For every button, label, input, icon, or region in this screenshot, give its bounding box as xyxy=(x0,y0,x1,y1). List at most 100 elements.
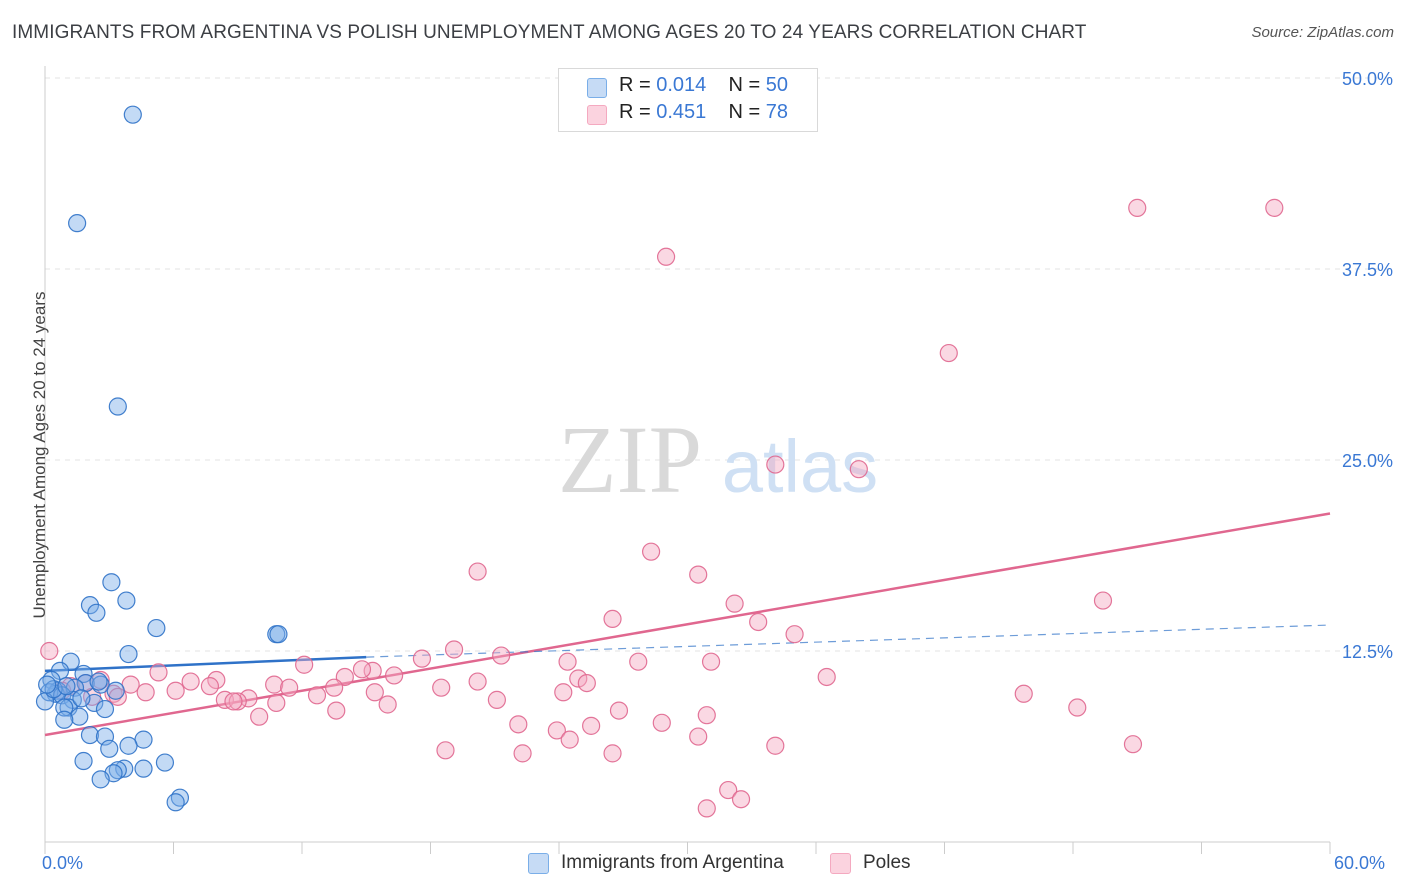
poles-point xyxy=(749,612,768,632)
bottom-legend-swatch-pink xyxy=(830,852,851,874)
legend-n-value: 78 xyxy=(765,101,789,123)
poles-point xyxy=(689,565,708,584)
poles-point xyxy=(509,715,528,734)
poles-point xyxy=(629,652,648,671)
poles-point xyxy=(200,677,220,696)
argentina-point xyxy=(117,591,136,610)
poles-point xyxy=(492,646,511,665)
poles-point xyxy=(166,681,185,700)
argentina-point xyxy=(166,793,185,812)
y-axis-label: Unemployment Among Ages 20 to 24 years xyxy=(30,291,49,619)
chart-title: IMMIGRANTS FROM ARGENTINA VS POLISH UNEM… xyxy=(12,22,1087,43)
poles-point xyxy=(1123,735,1143,754)
poles-point xyxy=(1014,684,1033,703)
poles-point xyxy=(181,672,200,691)
poles-point xyxy=(265,675,284,694)
poles-point xyxy=(719,780,738,800)
legend-r-label: R = xyxy=(619,74,651,96)
poles-point xyxy=(554,683,573,702)
bottom-legend-swatch-blue xyxy=(528,852,549,874)
legend-r-value: 0.451 xyxy=(656,101,707,123)
argentina-point xyxy=(102,573,121,592)
poles-point xyxy=(725,594,744,613)
poles-point xyxy=(1128,198,1147,217)
argentina-trend-extension xyxy=(366,624,1331,658)
poles-point xyxy=(849,460,868,479)
x-tick-min: 0.0% xyxy=(42,853,84,873)
poles-point xyxy=(228,692,247,711)
poles-point xyxy=(432,678,451,697)
source-label: Source: ZipAtlas.com xyxy=(1251,24,1394,41)
argentina-point xyxy=(123,105,142,124)
poles-point xyxy=(412,649,432,668)
argentina-point xyxy=(74,751,93,771)
poles-point xyxy=(641,542,661,561)
y-tick-label: 50.0% xyxy=(1342,69,1393,89)
poles-point xyxy=(558,652,577,671)
poles-point xyxy=(513,744,532,763)
argentina-point xyxy=(80,725,100,745)
poles-point xyxy=(731,790,751,809)
argentina-point xyxy=(106,681,125,700)
poles-point xyxy=(40,641,59,661)
poles-point xyxy=(224,692,243,711)
poles-point xyxy=(295,655,314,674)
poles-point xyxy=(939,343,958,363)
poles-point xyxy=(327,701,346,720)
poles-point xyxy=(487,690,506,709)
poles-point xyxy=(547,721,566,740)
poles-point xyxy=(1093,591,1113,610)
y-tick-labels: 12.5% 25.0% 37.5% 50.0% xyxy=(1342,69,1393,662)
poles-point xyxy=(785,625,804,644)
poles-point xyxy=(307,686,327,705)
poles-point xyxy=(1068,698,1087,717)
poles-point xyxy=(136,683,155,702)
poles-point xyxy=(239,689,258,708)
argentina-trend-line xyxy=(44,655,367,673)
bottom-legend-label-poles: Poles xyxy=(863,852,911,873)
argentina-point xyxy=(87,603,106,622)
legend-swatch-pink xyxy=(587,105,607,125)
argentina-point xyxy=(269,625,288,644)
poles-point xyxy=(689,727,708,746)
legend-swatch-blue xyxy=(587,78,607,98)
y-tick-label: 37.5% xyxy=(1342,260,1393,280)
poles-point xyxy=(325,678,344,697)
y-tick-label: 25.0% xyxy=(1342,451,1393,471)
watermark-atlas: atlas xyxy=(722,425,878,508)
poles-point xyxy=(149,663,168,682)
gridlines xyxy=(45,77,1392,652)
poles-point xyxy=(378,695,397,714)
poles-point xyxy=(444,640,464,659)
legend-r-label: R = xyxy=(619,101,651,123)
legend-r-value: 0.014 xyxy=(656,74,707,96)
poles-point xyxy=(468,672,487,691)
poles-point xyxy=(365,683,384,702)
legend-n-label: N = xyxy=(728,74,761,96)
poles-point xyxy=(569,669,588,688)
poles-point xyxy=(267,693,286,713)
argentina-point xyxy=(119,644,138,664)
poles-point xyxy=(697,799,716,818)
watermark-zip: ZIP xyxy=(558,406,702,513)
watermark: ZIP atlas xyxy=(558,406,878,513)
argentina-point xyxy=(91,770,110,789)
argentina-point xyxy=(134,759,153,778)
poles-point xyxy=(582,716,601,735)
legend-n-value: 50 xyxy=(765,74,789,96)
axes xyxy=(44,66,1331,854)
argentina-point xyxy=(147,618,166,638)
data-points xyxy=(35,105,1284,818)
argentina-point xyxy=(38,675,57,694)
poles-point xyxy=(603,744,622,763)
poles-point xyxy=(652,713,671,732)
argentina-point xyxy=(95,699,115,719)
argentina-point xyxy=(155,753,175,772)
poles-point xyxy=(577,673,596,693)
trend-lines xyxy=(44,512,1331,737)
poles-point xyxy=(701,652,721,671)
poles-point xyxy=(560,730,579,749)
argentina-point xyxy=(55,710,74,729)
poles-point xyxy=(335,667,354,687)
poles-point xyxy=(817,667,836,687)
